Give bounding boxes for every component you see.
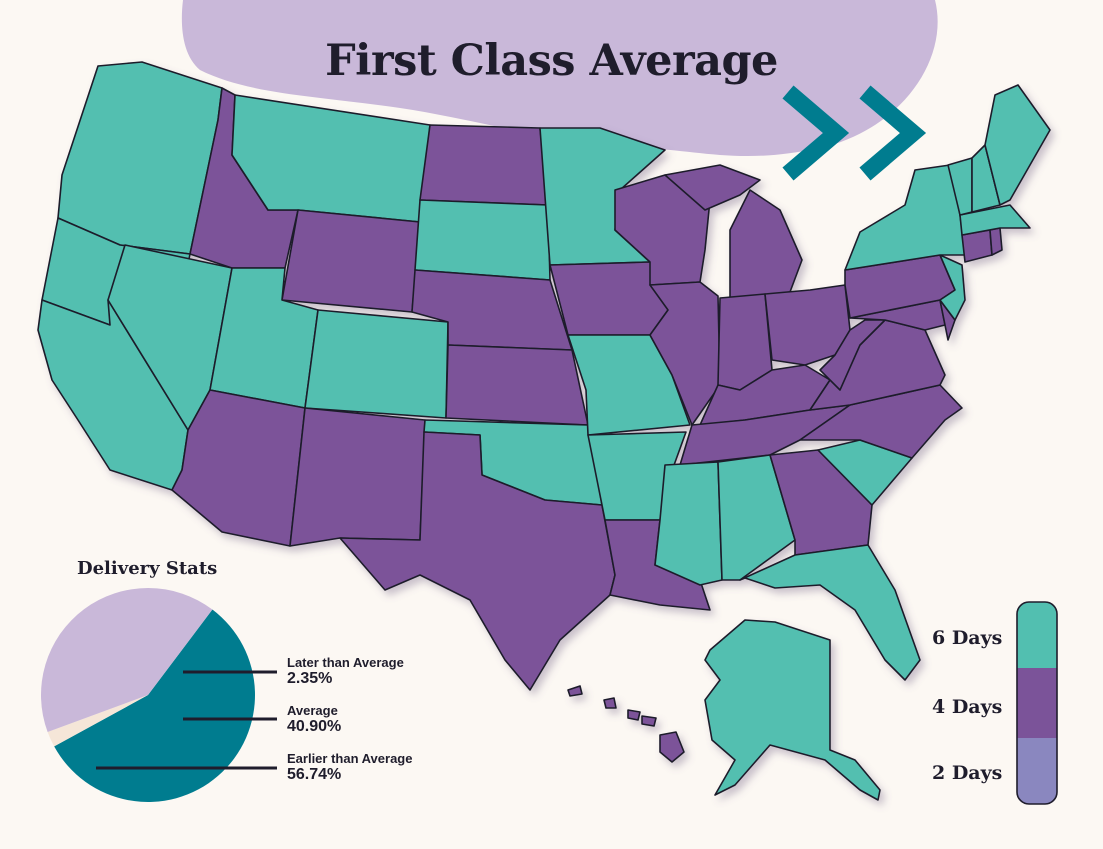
pie-label-earlier-value: 56.74% (287, 766, 342, 783)
state-NJ (939, 254, 966, 321)
chevron-icon (782, 85, 927, 181)
pie-label-average-name: Average (287, 703, 338, 718)
state-FL (739, 544, 921, 681)
header-blob (181, 0, 938, 157)
state-ME (984, 84, 1051, 206)
us-map (37, 61, 1051, 801)
legend-6-days-swatch (1017, 602, 1057, 668)
legend-bar (1016, 601, 1058, 805)
state-TX (339, 431, 616, 691)
state-NY (844, 164, 966, 271)
pie-label-later-name: Later than Average (287, 655, 404, 670)
state-SD (414, 199, 551, 281)
state-AK (704, 619, 881, 801)
legend-2-days-label: 2 Days (932, 762, 1003, 784)
pie-label-average-value: 40.90% (287, 718, 342, 735)
pie-slice-earlier-than-average (54, 609, 256, 802)
pie-label-later: Later than Average 2.35% (287, 655, 404, 688)
pie-label-earlier-name: Earlier than Average (287, 751, 413, 766)
legend-2-days-swatch (1017, 738, 1057, 804)
pie-slice-average (41, 588, 213, 733)
page-title: First Class Average (325, 36, 778, 86)
pie-label-later-value: 2.35% (287, 670, 333, 687)
pie-slice-later-than-average (47, 695, 149, 747)
legend-4-days-label: 4 Days (932, 696, 1003, 718)
state-WY (281, 209, 421, 313)
delivery-stats-title: Delivery Stats (77, 558, 218, 579)
state-KS (445, 344, 589, 426)
state-MS (654, 461, 723, 586)
legend-6-days-label: 6 Days (932, 627, 1003, 649)
pie-leader-lines (96, 670, 277, 770)
state-ND (419, 124, 549, 206)
state-CO (304, 309, 449, 419)
state-RI (989, 227, 1003, 256)
pie-label-earlier: Earlier than Average 56.74% (287, 751, 412, 784)
state-MA (959, 204, 1031, 236)
pie-label-average: Average 40.90% (287, 703, 341, 736)
state-NM (289, 407, 426, 547)
state-HI (567, 685, 685, 763)
delivery-stats-pie (41, 588, 256, 802)
state-AL (717, 454, 796, 581)
legend-4-days-swatch (1017, 668, 1057, 738)
